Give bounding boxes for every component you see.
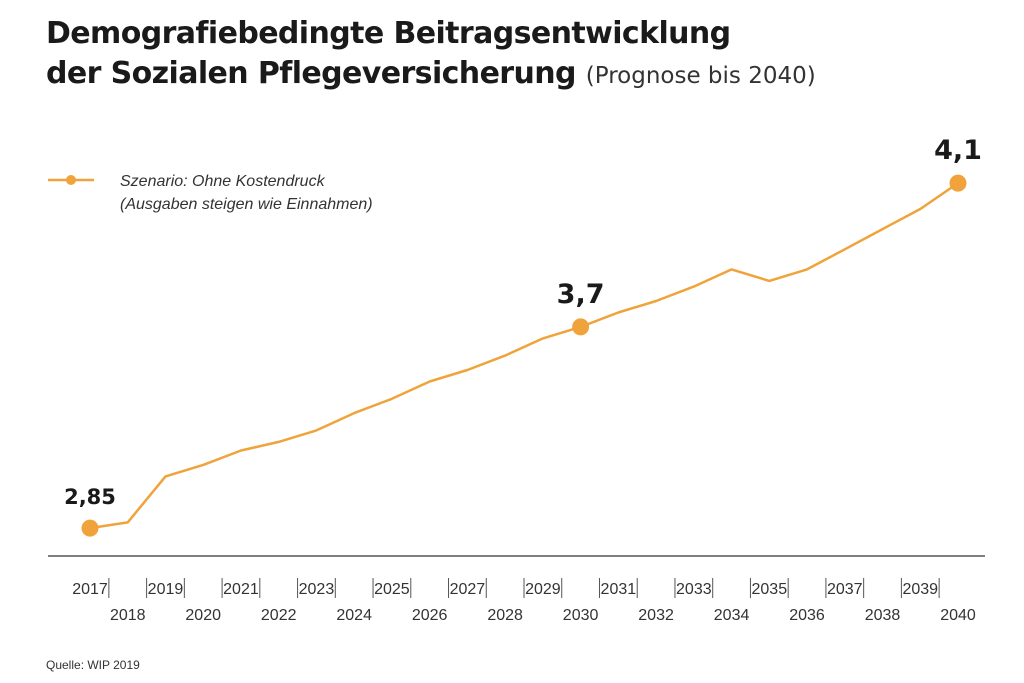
x-tick-label: 2029 — [525, 581, 561, 598]
x-tick-label: 2020 — [185, 607, 221, 624]
x-tick-label: 2026 — [412, 607, 448, 624]
x-tick-label: 2031 — [601, 581, 637, 598]
x-tick-label: 2034 — [714, 607, 750, 624]
x-tick-label: 2033 — [676, 581, 712, 598]
title-line-2: der Sozialen Pflegeversicherung (Prognos… — [46, 54, 816, 96]
x-tick-label: 2027 — [450, 581, 486, 598]
x-tick-label: 2032 — [638, 607, 674, 624]
x-tick-label: 2037 — [827, 581, 863, 598]
x-tick-label: 2022 — [261, 607, 297, 624]
x-tick-label: 2017 — [72, 581, 108, 598]
x-tick-label: 2023 — [299, 581, 335, 598]
chart-title: Demografiebedingte Beitragsentwicklung d… — [46, 14, 816, 96]
data-point-marker — [949, 174, 967, 192]
x-tick-label: 2018 — [110, 607, 146, 624]
source-note: Quelle: WIP 2019 — [46, 658, 140, 672]
x-tick-label: 2028 — [487, 607, 523, 624]
x-tick-label: 2024 — [336, 607, 372, 624]
legend-label-line-2: (Ausgaben steigen wie Einnahmen) — [120, 196, 373, 213]
legend-label-line-1: Szenario: Ohne Kostendruck — [120, 173, 325, 190]
x-tick-label: 2040 — [940, 607, 976, 624]
x-tick-label: 2036 — [789, 607, 825, 624]
x-tick-label: 2035 — [752, 581, 788, 598]
x-tick-label: 2021 — [223, 581, 259, 598]
x-tick-label: 2019 — [148, 581, 184, 598]
x-tick-label: 2030 — [563, 607, 599, 624]
series-line — [88, 181, 960, 530]
data-point-marker — [81, 519, 99, 537]
data-point-marker — [572, 318, 590, 336]
x-tick-label: 2039 — [902, 581, 938, 598]
title-line-2-text: der Sozialen Pflegeversicherung — [46, 56, 577, 91]
data-label: 2,85 — [64, 485, 116, 509]
x-tick-label: 2038 — [865, 607, 901, 624]
title-line-1: Demografiebedingte Beitragsentwicklung — [46, 16, 731, 51]
chart-subtitle: (Prognose bis 2040) — [585, 63, 816, 89]
x-tick-label: 2025 — [374, 581, 410, 598]
legend-line-marker-icon — [48, 175, 94, 185]
legend-label: Szenario: Ohne Kostendruck (Ausgaben ste… — [120, 170, 540, 216]
data-label: 4,1 — [934, 135, 982, 166]
data-label: 3,7 — [557, 279, 605, 310]
